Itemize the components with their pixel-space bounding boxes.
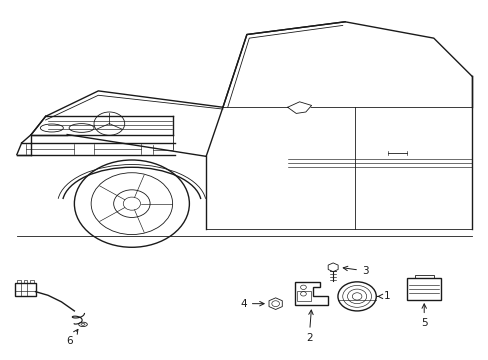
Text: 1: 1 (377, 291, 389, 301)
Bar (296, 291, 310, 301)
Bar (23, 280, 27, 283)
Text: 4: 4 (240, 299, 264, 309)
Bar (30, 280, 34, 283)
Bar (406, 278, 441, 300)
Bar (17, 280, 21, 283)
Text: 3: 3 (343, 266, 368, 276)
Text: 6: 6 (66, 329, 78, 346)
Polygon shape (287, 102, 311, 113)
Text: 2: 2 (305, 310, 312, 343)
Text: 5: 5 (420, 304, 427, 328)
Bar (414, 275, 433, 278)
Bar (16, 283, 36, 296)
